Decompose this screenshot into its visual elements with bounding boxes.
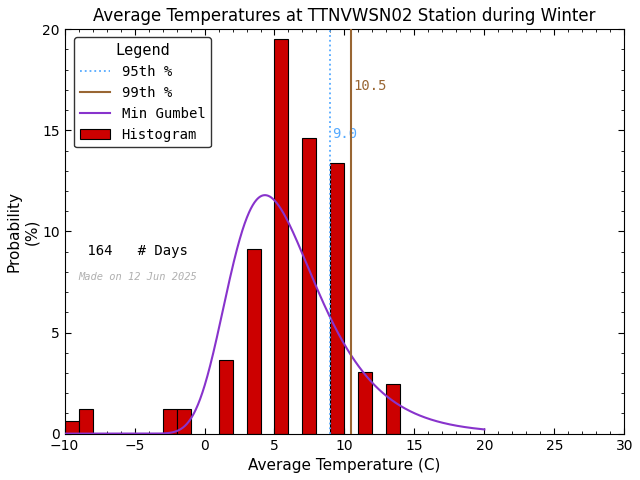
Min Gumbel <box>481 427 488 432</box>
Bar <box>218 360 232 433</box>
Min Gumbel <box>214 331 221 336</box>
Text: 9.0: 9.0 <box>333 128 358 142</box>
Bar <box>65 421 79 433</box>
Min Gumbel <box>340 342 348 348</box>
Title: Average Temperatures at TTNVWSN02 Station during Winter: Average Temperatures at TTNVWSN02 Statio… <box>93 7 596 25</box>
Bar <box>275 39 289 433</box>
Text: Made on 12 Jun 2025: Made on 12 Jun 2025 <box>79 272 197 282</box>
Y-axis label: Probability
(%): Probability (%) <box>7 191 39 272</box>
Bar <box>79 409 93 433</box>
Bar <box>163 409 177 433</box>
Bar <box>246 249 260 433</box>
Min Gumbel <box>230 259 237 264</box>
Min Gumbel <box>79 431 86 436</box>
Text: 10.5: 10.5 <box>353 79 387 93</box>
Bar <box>303 138 316 433</box>
X-axis label: Average Temperature (C): Average Temperature (C) <box>248 458 441 473</box>
Line: Min Gumbel: Min Gumbel <box>36 195 484 433</box>
Min Gumbel <box>261 192 269 198</box>
Min Gumbel <box>382 393 390 399</box>
Min Gumbel <box>390 399 398 405</box>
Bar <box>330 163 344 433</box>
Text: 164   # Days: 164 # Days <box>79 243 188 258</box>
Bar <box>177 409 191 433</box>
Min Gumbel <box>33 431 40 436</box>
Bar <box>387 384 401 433</box>
Bar <box>358 372 372 433</box>
Legend: 95th %, 99th %, Min Gumbel, Histogram: 95th %, 99th %, Min Gumbel, Histogram <box>74 37 211 147</box>
